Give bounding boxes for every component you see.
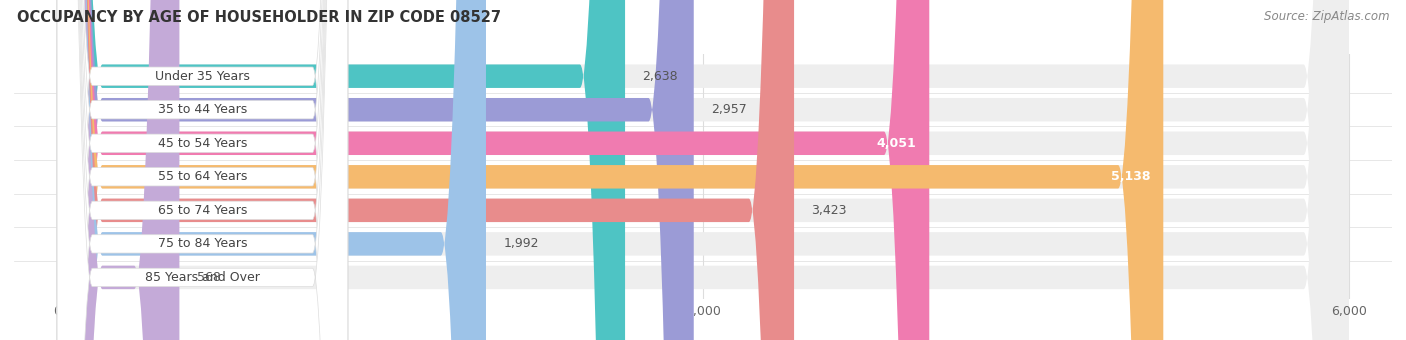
Text: 2,638: 2,638 [643, 70, 678, 83]
FancyBboxPatch shape [58, 0, 1348, 340]
FancyBboxPatch shape [58, 0, 347, 340]
Text: 1,992: 1,992 [503, 237, 538, 250]
FancyBboxPatch shape [58, 0, 626, 340]
Text: 65 to 74 Years: 65 to 74 Years [157, 204, 247, 217]
FancyBboxPatch shape [58, 0, 794, 340]
FancyBboxPatch shape [58, 0, 347, 340]
FancyBboxPatch shape [58, 0, 1348, 340]
FancyBboxPatch shape [58, 0, 1348, 340]
Text: 55 to 64 Years: 55 to 64 Years [157, 170, 247, 183]
Text: 3,423: 3,423 [811, 204, 846, 217]
Text: 75 to 84 Years: 75 to 84 Years [157, 237, 247, 250]
FancyBboxPatch shape [58, 0, 1348, 340]
Text: 35 to 44 Years: 35 to 44 Years [157, 103, 247, 116]
FancyBboxPatch shape [58, 0, 347, 340]
Text: 2,957: 2,957 [711, 103, 747, 116]
FancyBboxPatch shape [58, 0, 929, 340]
FancyBboxPatch shape [58, 0, 347, 340]
FancyBboxPatch shape [58, 0, 1348, 340]
Text: 568: 568 [197, 271, 221, 284]
Text: 85 Years and Over: 85 Years and Over [145, 271, 260, 284]
FancyBboxPatch shape [58, 0, 693, 340]
FancyBboxPatch shape [58, 0, 347, 340]
FancyBboxPatch shape [58, 0, 347, 340]
Text: 4,051: 4,051 [876, 137, 917, 150]
FancyBboxPatch shape [58, 0, 486, 340]
Text: Source: ZipAtlas.com: Source: ZipAtlas.com [1264, 10, 1389, 23]
Text: 5,138: 5,138 [1111, 170, 1150, 183]
FancyBboxPatch shape [58, 0, 1348, 340]
Text: 45 to 54 Years: 45 to 54 Years [157, 137, 247, 150]
Text: OCCUPANCY BY AGE OF HOUSEHOLDER IN ZIP CODE 08527: OCCUPANCY BY AGE OF HOUSEHOLDER IN ZIP C… [17, 10, 501, 25]
FancyBboxPatch shape [58, 0, 180, 340]
Text: Under 35 Years: Under 35 Years [155, 70, 250, 83]
FancyBboxPatch shape [58, 0, 347, 340]
FancyBboxPatch shape [58, 0, 1163, 340]
FancyBboxPatch shape [58, 0, 1348, 340]
